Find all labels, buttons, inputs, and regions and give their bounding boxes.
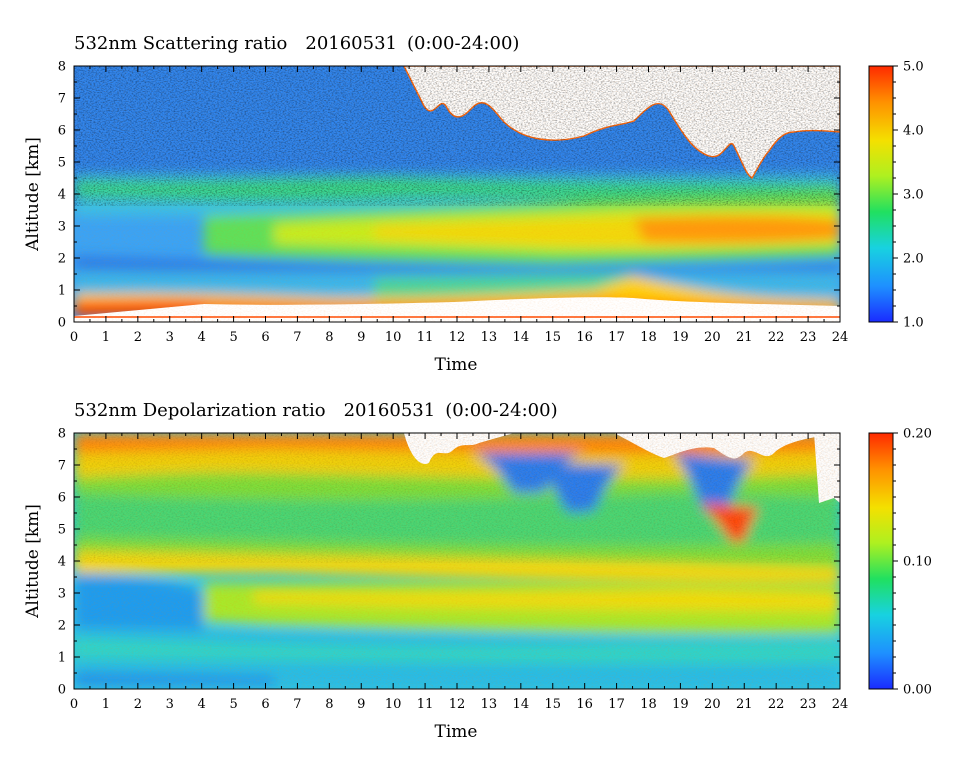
x-tick-label: 14 [513,330,530,345]
x-tick-label: 22 [768,330,785,345]
x-tick-label: 12 [449,697,466,712]
x-tick-label: 9 [357,697,365,712]
x-tick-label: 0 [70,697,78,712]
x-tick-label: 8 [325,330,333,345]
y-tick-label: 8 [58,60,66,75]
x-tick-label: 24 [832,697,849,712]
x-tick-label: 1 [102,330,110,345]
x-tick-label: 20 [704,697,721,712]
x-tick-label: 7 [293,697,301,712]
colorbar [868,432,894,690]
colorbar-tick-label: 3.0 [903,188,924,203]
x-tick-label: 14 [513,697,530,712]
x-tick-label: 21 [736,697,753,712]
y-tick-label: 3 [58,587,66,602]
x-tick-label: 3 [166,330,174,345]
axes: 0 1 2 3 4 5 6 7 8 9 10 11 12 13 14 15 16 17 18 19 20 21 22 23 24… [58,60,849,346]
y-tick-label: 7 [58,459,66,474]
x-tick-label: 9 [357,330,365,345]
y-tick-label: 7 [58,92,66,107]
colorbar-tick-label: 0.20 [903,427,932,442]
y-tick-label: 6 [58,491,66,506]
x-tick-label: 5 [229,697,237,712]
y-tick-label: 2 [58,619,66,634]
scattering-heatmap [74,66,840,322]
x-tick-label: 20 [704,330,721,345]
x-tick-label: 2 [134,697,142,712]
x-tick-label: 21 [736,330,753,345]
chart-title: 532nm Depolarization ratio 20160531 (0:00-… [74,400,558,421]
x-tick-label: 4 [198,697,206,712]
x-tick-label: 22 [768,697,785,712]
colorbar-tick-label: 0.00 [903,683,932,698]
y-tick-label: 1 [58,651,66,666]
colorbar-ticks: 1.0 2.0 3.0 4.0 5.0 [893,60,924,331]
x-tick-label: 6 [261,330,269,345]
x-tick-label: 23 [800,330,817,345]
x-axis-label: Time [435,722,478,742]
colorbar [868,65,894,323]
x-tick-label: 16 [576,697,593,712]
x-tick-label: 8 [325,697,333,712]
x-axis-label: Time [435,355,478,375]
x-tick-label: 23 [800,697,817,712]
y-tick-label: 0 [58,316,66,331]
y-tick-label: 5 [58,523,66,538]
panel-depolarization-ratio: 532nm Depolarization ratio 20160531 (0:00-… [23,400,932,742]
x-tick-label: 4 [198,330,206,345]
x-tick-label: 19 [672,697,689,712]
x-tick-label: 16 [576,330,593,345]
y-axis-label: Altitude [km] [23,137,43,252]
x-tick-label: 6 [261,697,269,712]
x-tick-label: 3 [166,697,174,712]
y-tick-label: 2 [58,252,66,267]
x-tick-label: 17 [608,330,625,345]
x-tick-label: 12 [449,330,466,345]
colorbar-tick-label: 1.0 [903,316,924,331]
depolarization-heatmap [74,433,840,689]
x-tick-label: 18 [640,330,657,345]
y-tick-label: 4 [58,555,66,570]
x-tick-label: 10 [385,697,402,712]
x-tick-label: 17 [608,697,625,712]
y-tick-label: 8 [58,427,66,442]
x-tick-label: 19 [672,330,689,345]
x-tick-label: 0 [70,330,78,345]
x-tick-label: 11 [417,330,434,345]
y-axis-label: Altitude [km] [23,504,43,619]
x-tick-label: 24 [832,330,849,345]
x-tick-label: 15 [544,697,561,712]
x-tick-label: 7 [293,330,301,345]
y-tick-label: 6 [58,124,66,139]
colorbar-tick-label: 0.10 [903,555,932,570]
x-tick-label: 10 [385,330,402,345]
y-tick-label: 3 [58,220,66,235]
x-tick-label: 18 [640,697,657,712]
colorbar-ticks: 0.00 0.10 0.20 [893,427,932,698]
colorbar-tick-label: 4.0 [903,124,924,139]
panel-scattering-ratio: 532nm Scattering ratio 20160531 (0:00-24:0… [23,33,924,375]
x-tick-label: 2 [134,330,142,345]
chart-title: 532nm Scattering ratio 20160531 (0:00-24:0… [74,33,519,54]
x-tick-label: 5 [229,330,237,345]
axes: 0 1 2 3 4 5 6 7 8 9 10 11 12 13 14 15 16 17 18 19 20 21 22 23 24… [58,427,849,713]
x-tick-label: 1 [102,697,110,712]
colorbar-tick-label: 2.0 [903,252,924,267]
x-tick-label: 11 [417,697,434,712]
y-tick-label: 4 [58,188,66,203]
y-tick-label: 1 [58,284,66,299]
colorbar-tick-label: 5.0 [903,60,924,75]
x-tick-label: 13 [481,697,498,712]
y-tick-label: 5 [58,156,66,171]
y-tick-label: 0 [58,683,66,698]
x-tick-label: 15 [544,330,561,345]
x-tick-label: 13 [481,330,498,345]
